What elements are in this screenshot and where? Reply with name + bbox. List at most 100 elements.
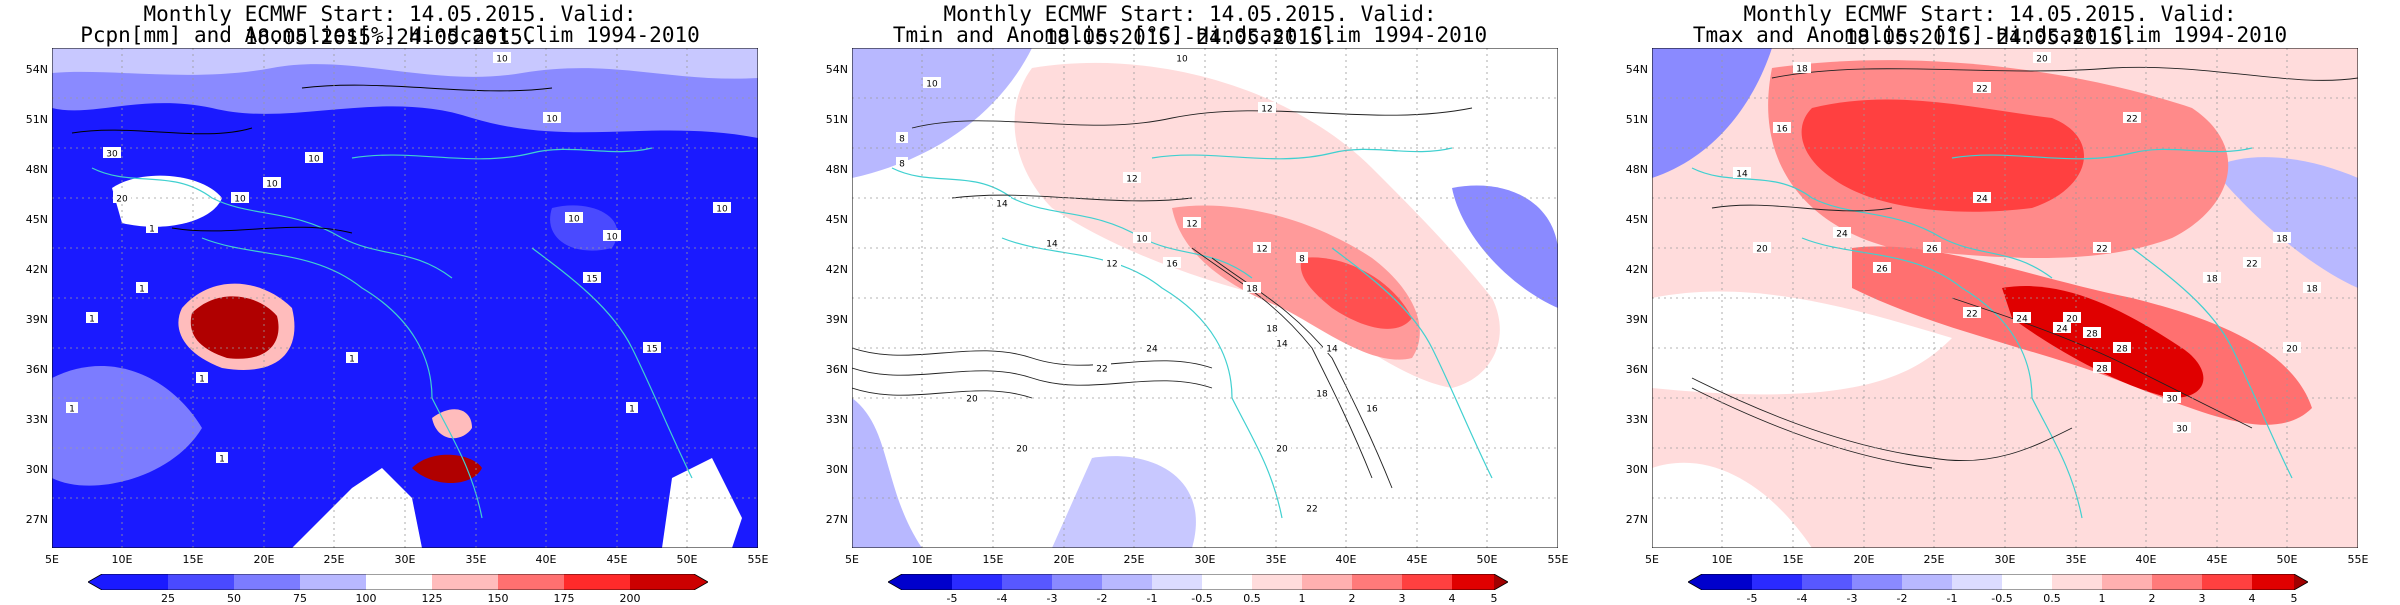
lat-label: 51N <box>1625 113 1648 126</box>
contour-label: 28 <box>2093 362 2111 375</box>
colorbar-label: 175 <box>553 592 575 605</box>
svg-text:10: 10 <box>926 80 938 90</box>
contour-label: 10 <box>565 212 583 225</box>
svg-text:22: 22 <box>2246 260 2257 270</box>
lon-label: 35E <box>2065 553 2087 566</box>
lon-label: 45E <box>606 553 628 566</box>
svg-text:8: 8 <box>899 160 905 170</box>
colorbar-label: -1 <box>1946 592 1958 605</box>
contour-label: 22 <box>1973 82 1991 95</box>
lat-label: 30N <box>25 463 48 476</box>
svg-text:1: 1 <box>139 285 145 295</box>
svg-text:20: 20 <box>1276 445 1288 455</box>
colorbar-label: 50 <box>227 592 241 605</box>
svg-text:20: 20 <box>2066 315 2078 325</box>
lon-label: 40E <box>1335 553 1357 566</box>
tmax-colorbar <box>1688 574 2308 590</box>
svg-text:16: 16 <box>1366 405 1378 415</box>
lat-label: 54N <box>1625 63 1648 76</box>
colorbar-label: 0.5 <box>1243 592 1261 605</box>
lon-label: 10E <box>1711 553 1733 566</box>
lon-label: 5E <box>45 553 59 566</box>
contour-label: 20 <box>1753 242 1771 255</box>
contour-label: 24 <box>1833 227 1851 240</box>
contour-label: 14 <box>1733 167 1751 180</box>
lon-label: 55E <box>747 553 769 566</box>
colorbar-label: 5 <box>2290 592 2298 605</box>
panel-title-line1: Monthly ECMWF Start: 14.05.2015. Valid: … <box>943 2 1437 49</box>
lon-label: 15E <box>982 553 1004 566</box>
lon-label: 45E <box>1406 553 1428 566</box>
lat-label: 30N <box>825 463 848 476</box>
svg-text:30: 30 <box>106 150 118 160</box>
contour-label: 18 <box>1263 322 1281 335</box>
colorbar-label: 75 <box>293 592 307 605</box>
svg-text:18: 18 <box>1316 390 1328 400</box>
lon-label: 25E <box>1923 553 1945 566</box>
lat-label: 45N <box>25 213 48 226</box>
lat-label: 51N <box>825 113 848 126</box>
contour-label: 20 <box>1013 442 1031 455</box>
contour-label: 20 <box>1273 442 1291 455</box>
panel-title-line1: Monthly ECMWF Start: 14.05.2015. Valid: … <box>143 2 637 49</box>
svg-text:14: 14 <box>1736 170 1748 180</box>
lon-label: 40E <box>2135 553 2157 566</box>
contour-label: 24 <box>1973 192 1991 205</box>
lat-label: 48N <box>1625 163 1648 176</box>
lon-label: 20E <box>253 553 275 566</box>
contour-label: 22 <box>2093 242 2111 255</box>
lon-label: 15E <box>1782 553 1804 566</box>
contour-label: 14 <box>993 197 1011 210</box>
contour-label: 8 <box>896 157 908 170</box>
lat-label: 36N <box>825 363 848 376</box>
svg-text:10: 10 <box>266 180 278 190</box>
lat-label: 42N <box>825 263 848 276</box>
contour-label: 22 <box>2123 112 2141 125</box>
svg-text:1: 1 <box>89 315 95 325</box>
contour-label: 1 <box>346 352 358 365</box>
contour-label: 20 <box>963 392 981 405</box>
tmax-map: 20 18 22 22 16 14 24 24 26 20 18 18 22 24 28 28 20 24 22 28… <box>1652 48 2358 548</box>
lat-label: 33N <box>1625 413 1648 426</box>
lon-label: 40E <box>535 553 557 566</box>
svg-text:14: 14 <box>1276 340 1288 350</box>
svg-text:24: 24 <box>1976 195 1988 205</box>
svg-text:14: 14 <box>996 200 1008 210</box>
colorbar-label: 125 <box>421 592 443 605</box>
contour-label: 18 <box>1793 62 1811 75</box>
lon-label: 55E <box>2347 553 2369 566</box>
lon-label: 55E <box>1547 553 1569 566</box>
lon-label: 5E <box>845 553 859 566</box>
contour-label: 1 <box>196 372 208 385</box>
colorbar-label: 100 <box>355 592 377 605</box>
tmin-colorbar <box>888 574 1508 590</box>
lat-label: 48N <box>25 163 48 176</box>
svg-text:1: 1 <box>199 375 205 385</box>
contour-label: 14 <box>1273 337 1291 350</box>
colorbar-label: 3 <box>2198 592 2206 605</box>
contour-label: 1 <box>136 282 148 295</box>
lat-label: 27N <box>25 513 48 526</box>
colorbar-label: 3 <box>1398 592 1406 605</box>
colorbar-label: -5 <box>946 592 958 605</box>
precip-map: 10 10 10 10 10 10 10 10 15 15 1 1 1 1 1 1 1 30 20 1 <box>52 48 758 548</box>
colorbar-label: -4 <box>1796 592 1808 605</box>
lon-label: 50E <box>2276 553 2298 566</box>
colorbar-label: 4 <box>2248 592 2256 605</box>
panel-title-line2: Tmin and Anomalies [°C] Hindcast Clim 19… <box>892 23 1488 47</box>
lon-label: 10E <box>111 553 133 566</box>
svg-text:1: 1 <box>349 355 355 365</box>
contour-label: 18 <box>1243 282 1261 295</box>
contour-label: 30 <box>2173 422 2191 435</box>
svg-text:30: 30 <box>2176 425 2188 435</box>
contour-label: 18 <box>1313 387 1331 400</box>
lon-label: 10E <box>911 553 933 566</box>
colorbar-label: -3 <box>1046 592 1058 605</box>
svg-text:28: 28 <box>2096 365 2108 375</box>
svg-text:14: 14 <box>1326 345 1338 355</box>
svg-text:10: 10 <box>1176 55 1188 65</box>
colorbar-label: 1 <box>2098 592 2106 605</box>
lon-label: 50E <box>676 553 698 566</box>
lon-label: 20E <box>1853 553 1875 566</box>
colorbar-label: 2 <box>1348 592 1356 605</box>
